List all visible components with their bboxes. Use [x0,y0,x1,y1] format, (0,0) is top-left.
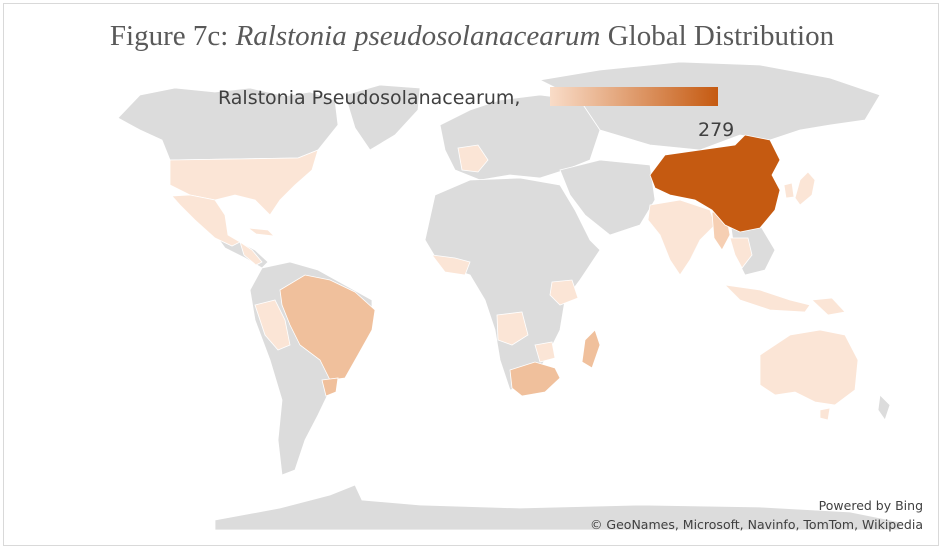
country-west-africa [431,254,471,276]
highlighted-countries [169,134,859,421]
country-mexico [171,194,241,247]
legend-label: Ralstonia Pseudosolanacearum, [218,87,521,109]
land-middle-east [559,159,656,236]
country-france [457,144,489,173]
title-species: Ralstonia pseudosolanacearum [235,20,601,52]
country-madagascar [581,329,601,369]
powered-by-text: Powered by Bing [818,498,923,513]
chart-frame [3,3,939,546]
legend-max-value: 279 [698,119,735,141]
country-cuba [246,227,276,237]
country-central-america [239,241,263,266]
country-papua-new-guinea [811,297,846,316]
land-greenland [344,84,421,151]
country-angola [496,311,529,346]
land-antarctica [214,484,901,531]
country-brazil [279,274,376,381]
country-kenya [549,279,579,306]
title-prefix: Figure 7c: [109,20,236,52]
country-uruguay [321,377,339,397]
country-south-africa [509,361,561,397]
country-japan [794,171,816,206]
country-australia [759,329,859,406]
land-north-america [117,87,339,161]
land-russia [538,61,881,151]
country-tasmania [819,407,831,421]
country-south-korea [783,182,795,199]
map-title: Figure 7c: Ralstonia pseudosolanacearum … [0,20,944,53]
country-zimbabwe [534,341,556,363]
country-india [647,199,716,276]
country-indonesia [723,284,811,313]
country-peru [254,299,291,351]
legend-gradient-bar [550,87,718,106]
land-new-zealand [877,394,891,421]
country-southeast-asia [729,237,753,269]
title-suffix: Global Distribution [600,20,835,52]
map-credits: Powered by Bing © GeoNames, Microsoft, N… [590,496,923,534]
country-china [649,134,781,233]
attribution-text: © GeoNames, Microsoft, Navinfo, TomTom, … [589,517,923,532]
base-land [117,61,901,531]
